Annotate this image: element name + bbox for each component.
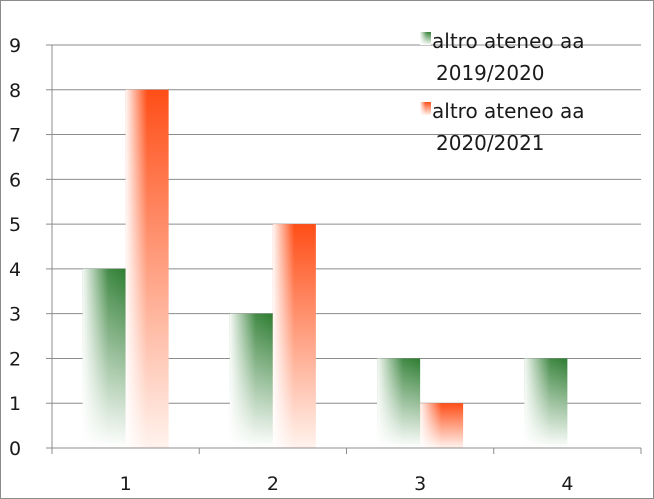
x-tick-label-1: 1: [120, 473, 132, 495]
y-tick-label-6: 6: [9, 169, 21, 191]
legend-label-line2-1: 2019/2020: [436, 61, 545, 85]
y-tick-label-9: 9: [9, 35, 21, 57]
y-tick-label-4: 4: [9, 259, 21, 281]
legend-item-2: altro ateneo aa 2020/2021: [420, 99, 585, 155]
bar-s1-cat-1: [82, 268, 126, 448]
y-tick-label-8: 8: [9, 80, 21, 102]
legend-label-line1-2: altro ateneo aa: [432, 99, 585, 123]
bar-s1-cat-3: [377, 358, 421, 448]
y-tick-label-2: 2: [9, 348, 21, 370]
y-tick-label-7: 7: [9, 125, 21, 147]
legend-label-line2-2: 2020/2021: [436, 131, 545, 155]
legend-label-line1-1: altro ateneo aa: [432, 29, 585, 53]
bar-s2-cat-3: [420, 403, 464, 448]
x-tick-label-3: 3: [414, 473, 426, 495]
legend-item-1: altro ateneo aa 2019/2020: [420, 29, 585, 85]
y-tick-label-0: 0: [9, 438, 21, 460]
bar-s2-cat-1: [125, 89, 169, 449]
bar-s1-cat-2: [229, 313, 273, 448]
x-tick-label-4: 4: [561, 473, 573, 495]
bar-s2-cat-2: [272, 224, 316, 448]
x-tick-label-2: 2: [267, 473, 279, 495]
y-tick-label-5: 5: [9, 214, 21, 236]
y-tick-label-1: 1: [9, 393, 21, 415]
bar-s1-cat-4: [524, 358, 568, 448]
y-tick-label-3: 3: [9, 304, 21, 326]
